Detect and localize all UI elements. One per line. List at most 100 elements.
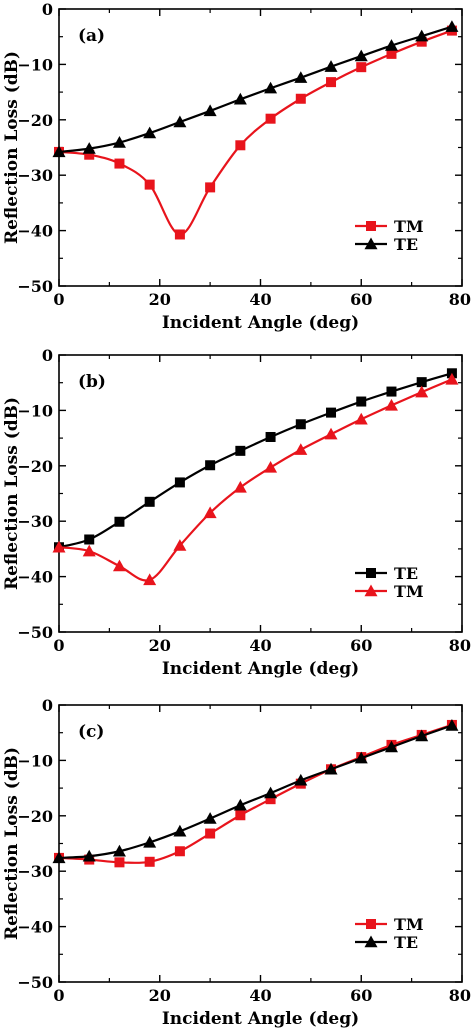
data-point — [416, 36, 427, 47]
y-tick-label: −50 — [17, 973, 53, 992]
x-tick-label: 0 — [53, 290, 64, 309]
data-point — [203, 506, 217, 519]
legend-label: TM — [394, 582, 424, 601]
data-point — [384, 398, 398, 411]
data-point — [445, 20, 459, 32]
data-point — [445, 718, 459, 731]
x-tick-label: 20 — [149, 290, 171, 309]
data-point — [112, 844, 126, 857]
data-point — [52, 540, 66, 553]
x-tick-label: 40 — [249, 290, 271, 309]
legend-marker — [364, 935, 378, 948]
y-tick-label: −20 — [17, 457, 53, 476]
series-tm — [54, 719, 457, 868]
y-tick-label: −40 — [17, 568, 53, 587]
data-point — [235, 810, 246, 821]
data-point — [205, 828, 216, 839]
data-point — [415, 29, 429, 42]
data-point — [82, 544, 96, 557]
data-point — [324, 427, 338, 440]
x-tick-label: 40 — [249, 986, 271, 1005]
data-point — [265, 113, 276, 124]
data-point — [415, 385, 429, 398]
y-tick-label: 0 — [42, 346, 53, 365]
legend-marker — [364, 584, 378, 597]
data-point — [386, 48, 397, 59]
x-tick-label: 20 — [149, 636, 171, 655]
data-point — [143, 573, 157, 586]
x-tick-label: 40 — [249, 636, 271, 655]
data-point — [415, 729, 429, 742]
y-tick-label: −20 — [17, 111, 53, 130]
data-point — [205, 460, 216, 471]
y-tick-label: −10 — [17, 401, 53, 420]
panel-c: 0 20 40 60 80 −50 −40 −30 −20 −10 0 Incident Angle … — [2, 696, 471, 1029]
legend-marker — [366, 919, 376, 929]
panel-label: (b) — [78, 372, 106, 392]
data-point — [356, 396, 367, 407]
data-point — [143, 126, 157, 139]
data-point — [264, 460, 278, 473]
x-tick-label: 80 — [449, 986, 471, 1005]
panel-label: (c) — [78, 722, 104, 742]
data-point — [84, 534, 95, 545]
y-tick-label: 0 — [42, 0, 53, 19]
data-point — [233, 92, 247, 105]
data-point — [386, 386, 397, 397]
data-point — [144, 856, 155, 867]
data-point — [143, 835, 157, 848]
data-point — [354, 412, 368, 425]
y-tick-label: −10 — [17, 751, 53, 770]
data-point — [294, 443, 308, 455]
y-tick-label: −40 — [17, 918, 53, 937]
data-point — [114, 857, 125, 868]
series-line — [58, 29, 453, 236]
x-tick-label: 60 — [350, 986, 372, 1005]
x-tick-label: 60 — [350, 290, 372, 309]
data-point — [205, 182, 216, 193]
data-point — [174, 846, 185, 857]
data-point — [326, 77, 337, 88]
legend-label: TE — [394, 564, 418, 583]
x-tick-label: 0 — [53, 986, 64, 1005]
data-point — [112, 559, 126, 572]
data-point — [324, 60, 338, 72]
data-point — [52, 851, 66, 864]
data-point — [416, 377, 427, 388]
y-tick-label: −40 — [17, 222, 53, 241]
data-point — [295, 419, 306, 430]
data-point — [445, 372, 459, 385]
data-point — [265, 431, 276, 442]
series-te — [52, 718, 459, 864]
data-point — [114, 516, 125, 527]
data-point — [384, 39, 398, 51]
x-tick-label: 80 — [449, 636, 471, 655]
data-point — [112, 136, 126, 148]
panel-b: 0 20 40 60 80 −50 −40 −30 −20 −10 0 Incident Angle … — [2, 346, 471, 679]
y-tick-label: −10 — [17, 55, 53, 74]
x-axis-label: Incident Angle (deg) — [162, 313, 359, 333]
data-point — [144, 179, 155, 190]
x-tick-label: 0 — [53, 636, 64, 655]
data-point — [84, 149, 95, 160]
data-point — [356, 62, 367, 73]
data-point — [354, 751, 368, 764]
panel-label: (a) — [78, 26, 105, 46]
x-axis-label: Incident Angle (deg) — [162, 1009, 359, 1029]
data-point — [324, 762, 338, 775]
series-tm — [52, 372, 459, 586]
data-point — [235, 445, 246, 456]
data-point — [264, 786, 278, 799]
data-point — [82, 142, 96, 154]
data-point — [235, 140, 246, 151]
series-tm — [54, 25, 457, 240]
x-axis-label: Incident Angle (deg) — [162, 659, 359, 679]
y-axis-label: Reflection Loss (dB) — [2, 747, 22, 940]
data-point — [265, 794, 276, 805]
legend-label: TE — [394, 933, 418, 952]
data-point — [173, 115, 187, 128]
